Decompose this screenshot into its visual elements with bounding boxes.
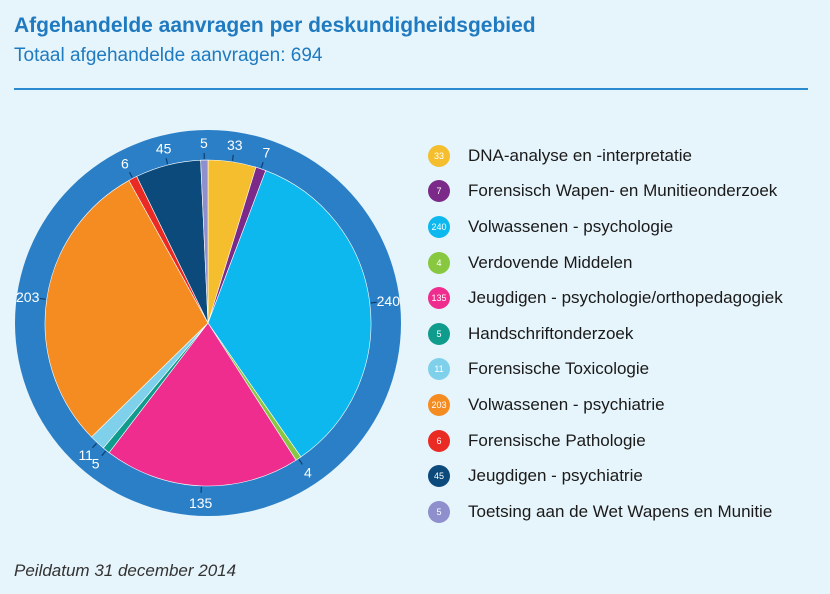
- legend-label: Jeugdigen - psychiatrie: [468, 466, 643, 486]
- legend-item: 45 Jeugdigen - psychiatrie: [428, 458, 828, 494]
- legend-item: 240 Volwassenen - psychologie: [428, 209, 828, 245]
- pie-slice: [108, 322, 297, 487]
- pie-value-label: 240: [377, 293, 401, 309]
- legend-label: Volwassenen - psychiatrie: [468, 394, 665, 414]
- pie-slice: [44, 180, 209, 438]
- pie-slice-tick: [92, 442, 98, 449]
- legend-value-badge: 11: [428, 358, 450, 381]
- title-divider: [14, 88, 808, 90]
- legend-item: 4 Verdovende Middelen: [428, 245, 828, 281]
- legend-label: Verdovende Middelen: [468, 252, 633, 272]
- legend-item: 11 Forensische Toxicologie: [428, 352, 828, 388]
- legend-label: Jeugdigen - psychologie/orthopedagogiek: [468, 288, 783, 308]
- legend-label: Volwassenen - psychologie: [468, 216, 674, 236]
- pie-slice-tick: [39, 297, 46, 300]
- legend-item: 5 Handschriftonderzoek: [428, 316, 828, 352]
- legend-value-badge: 5: [428, 500, 450, 523]
- pie-value-label: 11: [78, 447, 93, 463]
- legend-item: 135 Jeugdigen - psychologie/orthopedagogi…: [428, 280, 828, 316]
- legend-label: DNA-analyse en -interpretatie: [468, 145, 692, 165]
- footnote-date: Peildatum 31 december 2014: [14, 561, 237, 580]
- pie-slice: [200, 159, 209, 324]
- legend-label: Forensische Toxicologie: [468, 359, 650, 379]
- legend-item: 5 Toetsing aan de Wet Wapens en Munitie: [428, 494, 828, 530]
- pie-slice-tick: [298, 459, 303, 465]
- legend: 33 DNA-analyse en -interpretatie 7 Forensis…: [428, 138, 828, 530]
- legend-item: 33 DNA-analyse en -interpretatie: [428, 138, 828, 174]
- legend-value-badge: 4: [428, 251, 450, 274]
- legend-value-badge: 5: [428, 322, 450, 345]
- legend-value-badge: 203: [428, 393, 450, 416]
- pie-slices: [44, 159, 372, 487]
- pie-slice-tick: [101, 450, 107, 457]
- pie-value-label: 33: [227, 137, 243, 153]
- chart-title: Afgehandelde aanvragen per deskundigheid…: [14, 14, 536, 37]
- legend-value-badge: 33: [428, 144, 450, 167]
- pie-slice-tick: [370, 301, 377, 304]
- pie-value-label: 135: [189, 495, 213, 511]
- pie-slice-tick: [260, 162, 264, 169]
- pie-slice-tick: [231, 154, 234, 161]
- legend-value-badge: 6: [428, 429, 450, 452]
- pie-value-label: 6: [121, 155, 129, 171]
- chart-subtitle: Totaal afgehandelde aanvragen: 694: [14, 45, 323, 66]
- legend-value-badge: 7: [428, 180, 450, 203]
- pie-value-label: 45: [156, 141, 172, 157]
- legend-label: Forensische Pathologie: [468, 430, 646, 450]
- legend-item: 6 Forensische Pathologie: [428, 423, 828, 459]
- legend-item: 203 Volwassenen - psychiatrie: [428, 387, 828, 423]
- pie-value-label: 5: [200, 135, 208, 151]
- legend-label: Handschriftonderzoek: [468, 323, 634, 343]
- pie-value-label: 4: [304, 465, 312, 481]
- pie-value-label: 5: [92, 456, 100, 472]
- legend-label: Forensisch Wapen- en Munitieonderzoek: [468, 181, 778, 201]
- pie-value-label: 7: [263, 145, 271, 161]
- legend-value-badge: 135: [428, 287, 450, 310]
- legend-value-badge: 240: [428, 215, 450, 238]
- pie-value-label: 203: [16, 289, 40, 305]
- pie-slice-tick: [128, 171, 133, 178]
- legend-value-badge: 45: [428, 465, 450, 488]
- legend-label: Toetsing aan de Wet Wapens en Munitie: [468, 501, 773, 521]
- legend-item: 7 Forensisch Wapen- en Munitieonderzoek: [428, 174, 828, 210]
- pie-ticks: [39, 153, 377, 493]
- pie-slice-tick: [165, 158, 169, 165]
- pie-slice: [207, 170, 372, 458]
